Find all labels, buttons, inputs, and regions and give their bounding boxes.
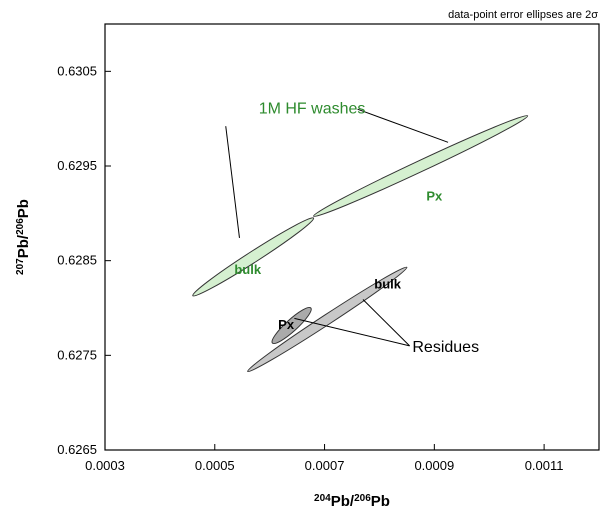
y-tick-label: 0.6275 (57, 347, 97, 362)
y-ticks: 0.6265 0.6275 0.6285 0.6295 0.6305 (57, 63, 111, 457)
ellipse-label: Px (426, 188, 443, 203)
x-axis-label: 204Pb/206Pb (314, 493, 390, 511)
y-tick-label: 0.6285 (57, 253, 97, 268)
chart-note: data-point error ellipses are 2σ (448, 9, 598, 21)
annotation-leader-line (294, 317, 410, 347)
x-axis-label-sup1: 204 (314, 493, 331, 504)
annotation-label: Residues (412, 339, 479, 356)
annotation-leader-line (362, 299, 410, 347)
x-tick-label: 0.0011 (525, 458, 564, 473)
error-ellipse (247, 266, 408, 373)
y-tick-label: 0.6305 (57, 63, 97, 78)
ellipse-label: bulk (374, 276, 401, 291)
y-tick-label: 0.6295 (57, 158, 97, 173)
x-axis-label-base1: Pb/ (331, 493, 355, 510)
error-ellipse (271, 306, 312, 345)
error-ellipse (313, 115, 529, 217)
error-ellipse (192, 217, 315, 297)
annotation-leader-line (225, 126, 240, 239)
annotation-leader-line (357, 108, 449, 143)
y-axis-label-sup2: 206 (15, 218, 26, 235)
ellipse-label: bulk (234, 262, 261, 277)
x-axis-label-sup2: 206 (354, 493, 371, 504)
x-ticks: 0.0003 0.0005 0.0007 0.0009 0.0011 (85, 444, 564, 473)
y-axis-label-sup1: 207 (15, 258, 26, 275)
x-tick-label: 0.0009 (414, 458, 454, 473)
y-axis-label-base2: Pb (15, 199, 32, 218)
x-tick-label: 0.0007 (305, 458, 345, 473)
y-axis-label-base1: Pb/ (15, 234, 32, 258)
y-tick-label: 0.6265 (57, 442, 97, 457)
x-tick-label: 0.0003 (85, 458, 125, 473)
x-tick-label: 0.0005 (195, 458, 235, 473)
plot-frame (104, 23, 600, 451)
ellipse-label: Px (278, 317, 295, 332)
x-axis-label-base2: Pb (371, 493, 390, 510)
annotation-label: 1M HF washes (259, 100, 366, 117)
y-axis-label: 207Pb/206Pb (15, 199, 33, 275)
plot-content: bulk Px bulk Px 1M HF washes Residues (192, 100, 529, 373)
